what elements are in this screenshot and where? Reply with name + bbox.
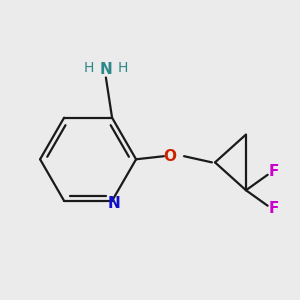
Text: N: N bbox=[100, 62, 112, 77]
Text: H: H bbox=[118, 61, 128, 75]
Text: F: F bbox=[269, 201, 279, 216]
Text: O: O bbox=[164, 149, 177, 164]
Text: N: N bbox=[107, 196, 120, 211]
Text: H: H bbox=[84, 61, 94, 75]
Text: F: F bbox=[269, 164, 279, 179]
